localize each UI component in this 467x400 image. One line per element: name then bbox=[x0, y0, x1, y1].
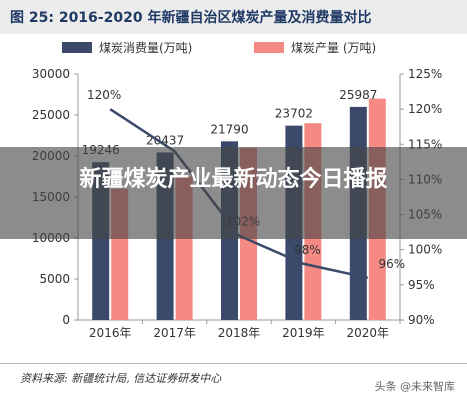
data-label-consumption: 23702 bbox=[275, 107, 313, 121]
title-bar: 图 25: 2016-2020 年新疆自治区煤炭产量及消费量对比 bbox=[0, 0, 467, 34]
x-tick-label: 2017年 bbox=[153, 326, 196, 340]
x-tick-label: 2018年 bbox=[218, 326, 261, 340]
headline-text: 新疆煤炭产业最新动态今日播报 bbox=[79, 167, 388, 192]
chart-title: 图 25: 2016-2020 年新疆自治区煤炭产量及消费量对比 bbox=[10, 10, 372, 26]
y-tick-label: 25000 bbox=[32, 108, 70, 122]
y2-tick-label: 95% bbox=[408, 278, 435, 292]
y2-tick-label: 90% bbox=[408, 313, 435, 327]
y2-tick-label: 120% bbox=[408, 102, 442, 116]
x-tick-label: 2020年 bbox=[347, 326, 390, 340]
y2-tick-label: 100% bbox=[408, 243, 442, 257]
legend-swatch-0 bbox=[62, 42, 92, 53]
legend-label-0: 煤炭消费量(万吨) bbox=[99, 41, 192, 55]
data-label-ratio: 96% bbox=[378, 257, 405, 271]
data-label-ratio: 98% bbox=[294, 243, 321, 257]
source-note: 资料来源: 新疆统计局, 信达证券研发中心 bbox=[20, 372, 222, 385]
y-tick-label: 30000 bbox=[32, 67, 70, 81]
y2-tick-label: 125% bbox=[408, 67, 442, 81]
x-tick-label: 2016年 bbox=[89, 326, 132, 340]
data-label-consumption: 25987 bbox=[339, 88, 377, 102]
y-tick-label: 0 bbox=[62, 313, 70, 327]
legend-label-1: 煤炭产量 (万吨) bbox=[291, 41, 376, 55]
data-label-consumption: 21790 bbox=[210, 122, 248, 136]
divider bbox=[0, 363, 467, 364]
legend-swatch-1 bbox=[254, 42, 284, 53]
headline-overlay: 新疆煤炭产业最新动态今日播报 bbox=[0, 147, 467, 239]
data-label-ratio: 120% bbox=[87, 88, 121, 102]
x-tick-label: 2019年 bbox=[282, 326, 325, 340]
watermark: 头条 @未来智库 bbox=[374, 380, 456, 393]
y-tick-label: 5000 bbox=[39, 272, 70, 286]
data-label-consumption: 20437 bbox=[146, 133, 184, 147]
